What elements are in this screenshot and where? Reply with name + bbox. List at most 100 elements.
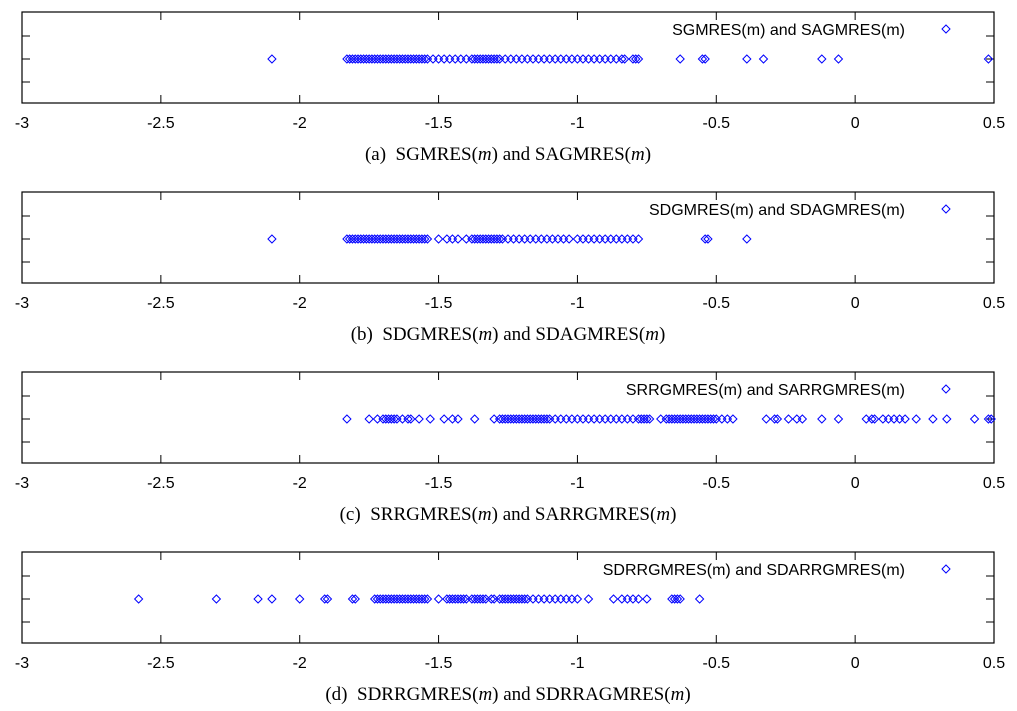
data-point [523, 415, 531, 423]
data-point [393, 595, 401, 603]
data-point [618, 55, 626, 63]
data-point [879, 415, 887, 423]
data-point [454, 235, 462, 243]
data-point [404, 415, 412, 423]
data-point [929, 415, 937, 423]
data-point [457, 55, 465, 63]
data-point [546, 595, 554, 603]
data-point [482, 55, 490, 63]
x-tick-label: -3 [15, 295, 29, 312]
data-point [443, 235, 451, 243]
data-point [507, 415, 515, 423]
x-tick-label: -2.5 [147, 115, 175, 132]
data-point [296, 595, 304, 603]
data-point [676, 415, 684, 423]
data-point [501, 55, 509, 63]
data-point [668, 415, 676, 423]
data-point [512, 415, 520, 423]
data-point [390, 595, 398, 603]
data-point [535, 55, 543, 63]
data-point [473, 55, 481, 63]
data-point [507, 595, 515, 603]
data-point [376, 55, 384, 63]
data-point [343, 415, 351, 423]
data-point [379, 595, 387, 603]
data-point [668, 595, 676, 603]
data-point [834, 55, 842, 63]
data-point [623, 235, 631, 243]
data-point [376, 235, 384, 243]
data-point [868, 415, 876, 423]
data-point [532, 415, 540, 423]
data-point [629, 235, 637, 243]
data-point [743, 55, 751, 63]
data-point [346, 235, 354, 243]
data-point [407, 235, 415, 243]
data-point [537, 415, 545, 423]
data-point [354, 235, 362, 243]
data-point [707, 415, 715, 423]
data-point [393, 415, 401, 423]
data-point [912, 415, 920, 423]
data-point [682, 415, 690, 423]
data-point [362, 235, 370, 243]
data-point [560, 235, 568, 243]
data-point [551, 595, 559, 603]
data-point [515, 235, 523, 243]
data-point [673, 595, 681, 603]
x-tick-label: -0.5 [702, 655, 730, 672]
data-point [487, 55, 495, 63]
data-point [607, 235, 615, 243]
x-tick-label: -0.5 [702, 475, 730, 492]
data-point [379, 415, 387, 423]
data-point [385, 55, 393, 63]
data-point [540, 415, 548, 423]
data-point [762, 415, 770, 423]
data-point [596, 55, 604, 63]
data-point [468, 55, 476, 63]
data-point [396, 595, 404, 603]
data-point [376, 595, 384, 603]
data-point [387, 415, 395, 423]
data-point [471, 235, 479, 243]
data-point [410, 55, 418, 63]
data-point [429, 55, 437, 63]
data-point [590, 235, 598, 243]
data-point [426, 415, 434, 423]
data-point [532, 235, 540, 243]
data-point [504, 415, 512, 423]
data-point [448, 595, 456, 603]
data-point [562, 595, 570, 603]
data-point [568, 415, 576, 423]
data-point [579, 235, 587, 243]
data-point [390, 415, 398, 423]
legend-label: SDRRGMRES(m) and SDARRGMRES(m) [603, 562, 905, 579]
chart-caption: (b) SDGMRES(m) and SDAGMRES(m) [351, 324, 666, 345]
data-point [557, 415, 565, 423]
data-point [773, 415, 781, 423]
data-point [482, 235, 490, 243]
data-point [784, 415, 792, 423]
data-point [487, 235, 495, 243]
data-point [348, 235, 356, 243]
data-point [401, 595, 409, 603]
data-point [543, 235, 551, 243]
data-point [393, 235, 401, 243]
data-point [540, 55, 548, 63]
data-point [551, 55, 559, 63]
x-tick-label: -1.5 [425, 115, 453, 132]
data-point [729, 415, 737, 423]
data-point [468, 595, 476, 603]
data-point [701, 55, 709, 63]
data-point [496, 55, 504, 63]
x-tick-label: -3 [15, 655, 29, 672]
data-point [412, 55, 420, 63]
x-tick-label: -3 [15, 115, 29, 132]
data-point [723, 415, 731, 423]
data-point [701, 235, 709, 243]
data-point [423, 55, 431, 63]
x-tick-label: 0 [851, 295, 860, 312]
data-point [518, 595, 526, 603]
data-point [629, 55, 637, 63]
